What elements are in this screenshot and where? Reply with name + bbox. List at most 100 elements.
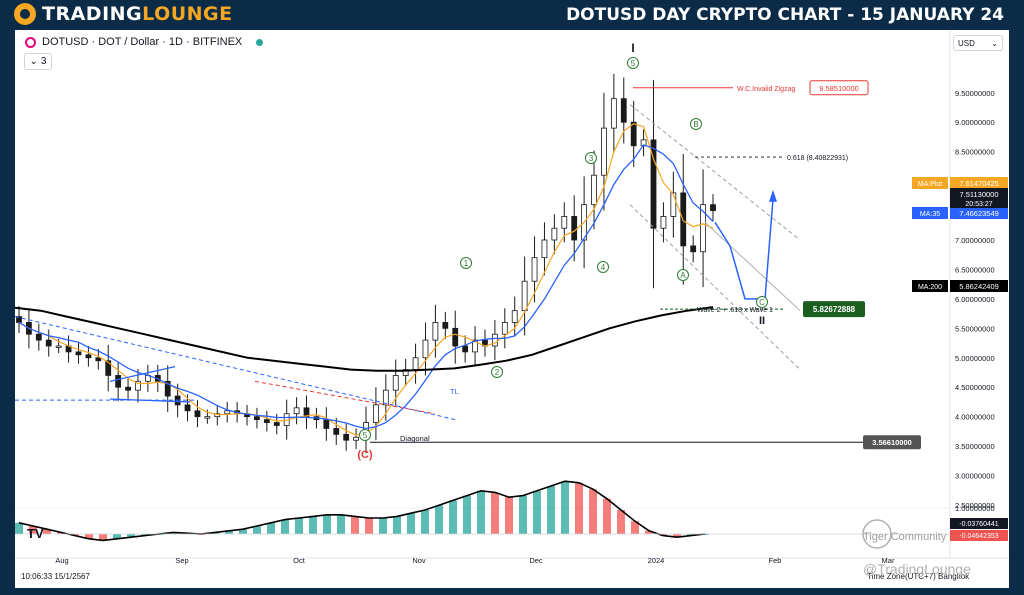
invalid-price-box: [809, 80, 869, 96]
wave-label-5-low-circle: [359, 429, 371, 441]
candle-body: [571, 216, 578, 241]
x-tick-label: Feb: [769, 556, 782, 565]
candle-body: [650, 139, 657, 229]
tradinglounge-logo: TRADINGLOUNGE: [14, 3, 233, 25]
candle-body: [670, 192, 677, 217]
histogram-bar: [393, 516, 401, 534]
candle-body: [323, 419, 330, 429]
candle-body: [254, 416, 260, 421]
wave-label-1-circle: [460, 257, 472, 269]
trendline-tl: [15, 316, 456, 421]
histogram-bar: [519, 495, 527, 534]
symbol-header[interactable]: DOTUSD · DOT / Dollar · 1D · BITFINEX: [25, 36, 264, 48]
x-tick-label: Sep: [175, 556, 188, 565]
ma200-tag-name: MA:200: [918, 284, 942, 291]
x-tick-label: Oct: [293, 556, 306, 565]
histogram-bar: [589, 489, 597, 534]
ma200-line: [15, 306, 714, 372]
wave-label-ii: II: [759, 315, 765, 327]
market-open-icon: [256, 38, 264, 46]
histogram-bar: [267, 522, 275, 534]
histogram-bar: [561, 481, 569, 534]
timezone-label: Time Zone(UTC+7) Bangkok: [867, 572, 970, 581]
y-tick-label: 6.50000000: [955, 265, 995, 274]
low-price-box: [863, 435, 921, 450]
candle-body: [382, 389, 389, 406]
y-tick-label: 8.50000000: [955, 148, 995, 157]
candle-body: [204, 416, 211, 419]
y-tick-label: 5.50000000: [955, 324, 995, 333]
candle-body: [392, 375, 399, 391]
hist-y-tick: 1.00000000: [955, 504, 995, 513]
candle-body: [214, 413, 221, 418]
candle-body: [303, 407, 310, 418]
histogram-bar: [113, 534, 121, 539]
hist-value-2: -0.04642353: [959, 533, 998, 540]
histogram-bar: [337, 514, 345, 534]
histogram-bar: [351, 516, 359, 534]
candle-body: [184, 404, 191, 412]
histogram-bar: [603, 498, 611, 534]
candle-body: [194, 410, 201, 418]
price-chart[interactable]: 9.500000009.000000008.500000008.00000000…: [15, 30, 1009, 588]
histogram-group: [15, 481, 709, 541]
ma35-tag-name: MA:35: [920, 211, 940, 218]
wave2-price-label: 5.82672888: [813, 305, 856, 314]
candle-body: [620, 98, 627, 123]
candle-body: [442, 322, 449, 329]
candle-body: [402, 369, 409, 376]
ma200-tag-value: 5.86242409: [959, 282, 999, 291]
wave-label-b: B: [693, 120, 698, 129]
x-tick-label: Aug: [55, 556, 68, 565]
histogram-bar: [505, 497, 513, 534]
ma200-tag-name-box: [912, 280, 948, 292]
histogram-bar: [631, 521, 639, 534]
tradinglounge-watermark: @TradingLounge: [863, 561, 971, 577]
wave-label-2: 2: [495, 368, 500, 377]
candle-body: [343, 433, 350, 441]
histogram-bar: [29, 526, 37, 534]
polkadot-icon: [25, 36, 36, 48]
wave-label-3: 3: [589, 154, 594, 163]
hist-value-1: -0.03760441: [959, 521, 998, 528]
ma35-tag-value: 7.46623549: [959, 209, 999, 218]
histogram-bar: [295, 518, 303, 534]
chart-panel[interactable]: 9.500000009.000000008.500000008.00000000…: [15, 30, 1009, 588]
wave-label-a: A: [680, 271, 686, 280]
ma-plot-tag-value: 7.61470425: [959, 179, 999, 188]
wave2-price-box: [803, 301, 865, 318]
candle-body: [561, 216, 568, 229]
candle-body: [164, 380, 171, 397]
ma35-tag-value-box: [950, 207, 1008, 219]
candle-body: [373, 404, 379, 423]
candle-body: [511, 310, 518, 323]
collapse-indicators-button[interactable]: ⌄ 3: [24, 53, 52, 70]
candle-body: [630, 121, 637, 147]
logo-part2: LOUNGE: [142, 3, 233, 25]
wave-label-i: I: [631, 41, 634, 55]
candle-body: [135, 380, 141, 391]
wave-label-c: C: [759, 298, 765, 307]
wave-label-5-top-circle: [627, 57, 639, 69]
currency-label: USD: [958, 38, 975, 48]
candle-body: [551, 227, 558, 241]
y-tick-label: 4.00000000: [955, 413, 995, 422]
histogram-bar: [99, 534, 107, 541]
histogram-bar: [15, 522, 23, 534]
channel-upper: [629, 104, 801, 241]
projection-path: [714, 198, 774, 300]
candle-body: [115, 375, 122, 388]
candle-body: [412, 357, 419, 370]
last-price-box: [950, 188, 1008, 208]
currency-select[interactable]: USD ⌄: [953, 35, 1003, 51]
logo-text: TRADINGLOUNGE: [42, 3, 233, 25]
histogram-bar: [43, 529, 51, 534]
hist-value2-box: [950, 530, 1008, 541]
low-price-label: 3.56610000: [872, 438, 912, 447]
y-tick-label: 2.50000000: [955, 501, 995, 510]
candle-body: [125, 386, 131, 391]
resistance-line: [254, 380, 436, 415]
candle-body: [660, 216, 667, 229]
ma-plot-tag-name: MA:Plot: [918, 181, 943, 188]
candle-body: [452, 327, 459, 347]
